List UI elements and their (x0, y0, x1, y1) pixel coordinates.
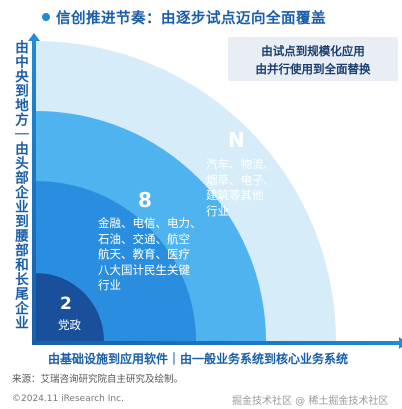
ring-2 (36, 273, 104, 341)
copyright: ©2024.11 iResearch Inc. (12, 394, 124, 404)
vertical-axis-arrow (28, 33, 40, 345)
title-bullet-icon (42, 13, 50, 21)
ring-8-label: 8 (138, 188, 152, 212)
page-title: 信创推进节奏：由逐步试点迈向全面覆盖 (56, 10, 326, 27)
ring-8-text-line: 行业 (98, 278, 121, 292)
title-bar: 信创推进节奏：由逐步试点迈向全面覆盖 (42, 4, 402, 30)
callout-line-1: 由试点到规模化应用 (261, 44, 365, 58)
ring-8-text-line: 金融、电信、电力、 (98, 216, 202, 230)
ring-2-text: 党政 (58, 318, 81, 334)
ring-8-text-line: 八大国计民生关键 (98, 262, 190, 277)
ring-8-text-line: 航天、教育、医疗 (98, 247, 190, 261)
ring-n-label: N (228, 128, 245, 152)
watermark: 掘金技术社区 @ 稀土掘金技术社区 (232, 396, 389, 407)
callout-box: 由试点到规模化应用 由并行使用到全面替换 (228, 37, 398, 81)
left-axis-label: 由中央到地方｜由头部企业到腰部和长尾企业 (12, 40, 28, 330)
ring-8-text-line: 石油、交通、航空 (98, 231, 190, 246)
ring-n-text-line: 烟草、电子、 (206, 172, 275, 187)
ring-2-label: 2 (60, 294, 72, 314)
source-note: 来源：艾瑞咨询研究院自主研究及绘制。 (12, 374, 184, 385)
left-axis: 由中央到地方｜由头部企业到腰部和长尾企业 (4, 40, 34, 340)
horizontal-axis-arrow (32, 337, 402, 349)
ring-n-text-line: 行业 (206, 203, 229, 218)
ring-8-text: 金融、电信、电力、 石油、交通、航空 航天、教育、医疗 八大国计民生关键 行业 (98, 216, 202, 294)
callout-line-2: 由并行使用到全面替换 (255, 62, 371, 76)
ring-n-text: 汽车、物流、 烟草、电子、 建筑等其他 行业 (206, 157, 275, 219)
ring-n-text-line: 建筑等其他 (206, 188, 264, 202)
bottom-axis-label: 由基础设施到应用软件｜由一般业务系统到核心业务系统 (48, 352, 349, 366)
ring-2-text-line: 党政 (58, 318, 81, 332)
ring-n-text-line: 汽车、物流、 (206, 157, 275, 171)
